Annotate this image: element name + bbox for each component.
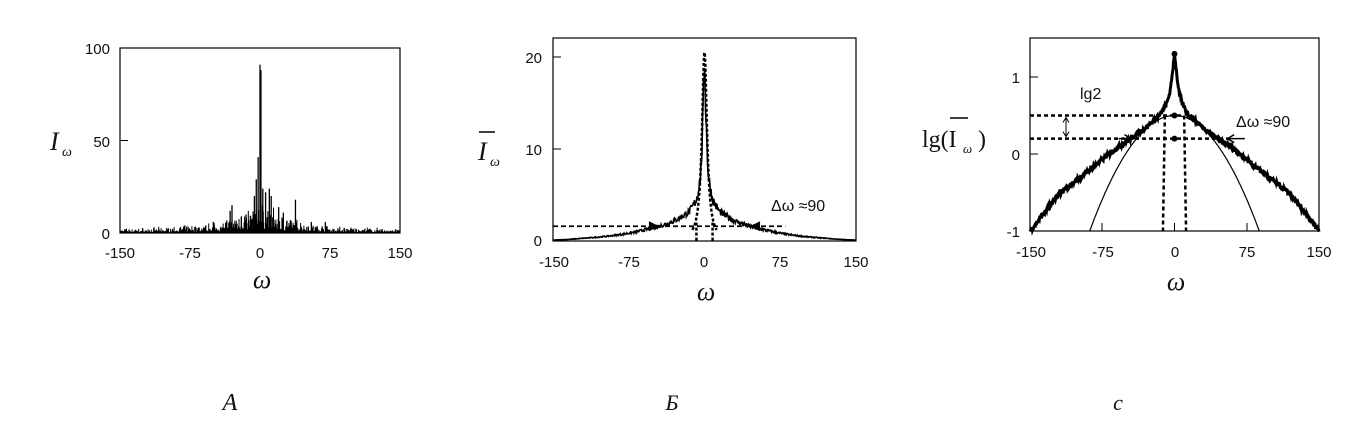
panel-c-spectrum xyxy=(1028,50,1321,236)
panel-b-xtick-label: 0 xyxy=(700,254,708,271)
panel-c-point xyxy=(1171,112,1178,119)
panel-b-xtick-label: -150 xyxy=(539,254,569,271)
panel-b-spectrum xyxy=(552,52,857,242)
panel-b-arrow-left xyxy=(648,221,660,232)
panel-c-ylabel-close: ) xyxy=(978,127,986,153)
panel-a-xlabel: ω xyxy=(253,265,271,294)
panel-b-ytick-label: 10 xyxy=(525,142,542,159)
panel-c-ylabel-sub: ω xyxy=(963,141,972,156)
panel-b-xtick-label: 150 xyxy=(843,254,868,271)
panel-c-xtick-label: 0 xyxy=(1171,244,1179,261)
panel-b-ylabel: I xyxy=(477,137,488,166)
panel-b-xlabel: ω xyxy=(697,277,715,306)
panel-b-label: Б xyxy=(665,390,679,415)
panel-c-vertical-line xyxy=(1182,115,1188,232)
panel-c-log-spectrum-line xyxy=(1028,51,1321,236)
panel-c-point xyxy=(1171,135,1178,142)
panel-b-xtick-label: 75 xyxy=(772,254,789,271)
panel-a-ytick-label: 50 xyxy=(93,134,110,151)
panel-a-ylabel-sub: ω xyxy=(62,145,72,160)
panel-c-xlabel: ω xyxy=(1167,267,1185,296)
panel-a-ylabel: I xyxy=(49,127,60,156)
panel-c-annotation-width: Δω ≈90 xyxy=(1236,114,1290,131)
panel-c-lg2-arrowheads xyxy=(1062,116,1070,138)
panel-a-xtick-label: 0 xyxy=(256,245,264,262)
panel-c-vertical-line xyxy=(1161,115,1167,232)
panel-a-spectrum xyxy=(119,64,401,233)
panel-b-ytick-label: 20 xyxy=(525,50,542,67)
panel-c-xtick-label: -75 xyxy=(1092,244,1114,261)
panel-c-gaussian-fit-line xyxy=(1089,114,1260,232)
panel-b-frame xyxy=(552,37,857,242)
panel-c-ytick-label: 1 xyxy=(1012,70,1020,87)
panel-a-ytick-label: 100 xyxy=(85,41,110,58)
panel-c-arrow-right xyxy=(1226,133,1245,144)
panel-c-arrow-left xyxy=(1118,133,1133,144)
panel-b-ytick-label: 0 xyxy=(534,233,542,250)
panel-a-xtick-label: 150 xyxy=(387,245,412,262)
panel-b-annotation: Δω ≈90 xyxy=(771,198,825,215)
panel-b-peak-fit-line xyxy=(691,52,718,231)
panel-c-annotation-lg2: lg2 xyxy=(1080,86,1101,103)
panel-c-label: с xyxy=(1113,390,1123,415)
panel-a-xtick-label: -150 xyxy=(105,245,135,262)
panel-c-ytick-label: -1 xyxy=(1007,224,1020,241)
panel-c-xtick-label: 75 xyxy=(1239,244,1256,261)
panel-c-ylabel: lg(I xyxy=(922,127,957,153)
panel-c-ytick-label: 0 xyxy=(1012,147,1020,164)
panel-a: 100 50 0 -150 -75 0 75 150 ω I ω А xyxy=(49,41,413,416)
panel-a-ytick-label: 0 xyxy=(102,226,110,243)
panel-a-label: А xyxy=(221,390,238,416)
panel-b-ylabel-sub: ω xyxy=(490,155,500,170)
panel-c-point xyxy=(1171,50,1178,57)
panel-b-xtick-label: -75 xyxy=(618,254,640,271)
panel-a-xtick-label: -75 xyxy=(179,245,201,262)
panel-c-xtick-label: -150 xyxy=(1016,244,1046,261)
panel-c-xtick-label: 150 xyxy=(1306,244,1331,261)
panel-b-arrow-right xyxy=(749,221,761,232)
panel-a-xtick-label: 75 xyxy=(322,245,339,262)
panel-c: 1 0 -1 -150 -75 0 75 150 ω lg(I ω ) lg2 … xyxy=(922,37,1332,415)
panel-b: 20 10 0 -150 -75 0 75 150 ω I ω Δω ≈90 Б xyxy=(477,37,869,415)
